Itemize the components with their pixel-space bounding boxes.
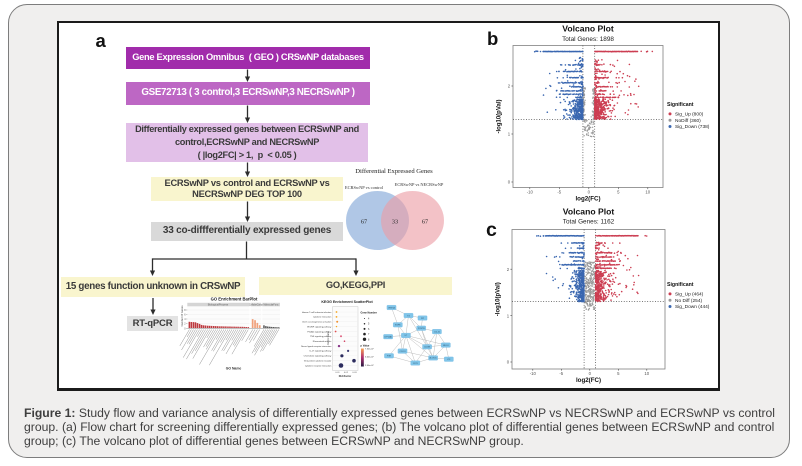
svg-text:Cytokine receptor interaction: Cytokine receptor interaction <box>305 364 332 367</box>
svg-text:CLDN8: CLDN8 <box>424 347 430 349</box>
svg-text:Total Genes: 1898: Total Genes: 1898 <box>562 36 614 43</box>
svg-text:4: 4 <box>184 318 186 321</box>
svg-text:KEGG Name: KEGG Name <box>327 330 330 345</box>
svg-text:Sig_Down (444): Sig_Down (444) <box>675 304 710 310</box>
svg-text:Sig_Up (464): Sig_Up (464) <box>675 292 704 298</box>
svg-text:ECRSwNP vs control: ECRSwNP vs control <box>345 185 384 190</box>
svg-text:0: 0 <box>508 180 511 185</box>
svg-text:2: 2 <box>184 323 186 326</box>
svg-text:ALOX15: ALOX15 <box>430 357 437 360</box>
svg-text:CellularComp: CellularComp <box>249 304 264 307</box>
svg-text:-10: -10 <box>527 190 534 195</box>
svg-text:0: 0 <box>588 190 591 195</box>
svg-text:-5: -5 <box>557 190 561 195</box>
svg-text:Volcano Plot: Volcano Plot <box>563 207 615 217</box>
svg-text:-log10(pVal): -log10(pVal) <box>496 282 502 316</box>
svg-text:0: 0 <box>507 360 510 365</box>
svg-text:GO Enrichment BarPlot: GO Enrichment BarPlot <box>211 297 258 302</box>
svg-text:IL-17 signaling pathway: IL-17 signaling pathway <box>309 350 332 353</box>
svg-text:5: 5 <box>368 323 370 326</box>
svg-text:5: 5 <box>617 371 620 376</box>
svg-text:0.02: 0.02 <box>344 372 349 374</box>
svg-text:2.50e-07: 2.50e-07 <box>365 365 374 367</box>
svg-text:POSTN: POSTN <box>418 328 425 330</box>
svg-text:log2(FC): log2(FC) <box>576 377 601 384</box>
svg-text:0.01: 0.01 <box>335 372 340 374</box>
svg-text:5: 5 <box>617 190 620 195</box>
svg-text:Sig_Down (738): Sig_Down (738) <box>675 124 710 130</box>
svg-text:PI3-Akt signaling pathway: PI3-Akt signaling pathway <box>307 330 332 333</box>
svg-text:CCL26: CCL26 <box>434 331 440 333</box>
svg-text:TNF signaling pathway: TNF signaling pathway <box>310 335 332 338</box>
svg-text:MUC4: MUC4 <box>443 345 448 347</box>
svg-text:CST1: CST1 <box>413 363 418 365</box>
svg-text:8: 8 <box>184 309 186 312</box>
svg-text:p Value: p Value <box>361 345 370 348</box>
svg-text:Wnt/NF signaling pathway: Wnt/NF signaling pathway <box>307 325 332 328</box>
svg-text:Human T-cell leukemia infectio: Human T-cell leukemia infection <box>302 311 332 314</box>
svg-text:BiologicalProcess: BiologicalProcess <box>208 303 229 307</box>
svg-text:Gene Number: Gene Number <box>361 312 377 315</box>
svg-text:Viral protein cytokine recepto: Viral protein cytokine receptor <box>304 359 332 362</box>
svg-text:NoDiff (360): NoDiff (360) <box>675 118 701 124</box>
svg-text:7: 7 <box>368 333 370 336</box>
svg-text:10: 10 <box>644 371 649 376</box>
svg-text:No Diff (254): No Diff (254) <box>675 298 703 304</box>
svg-text:WNT5A: WNT5A <box>388 306 395 309</box>
svg-text:1: 1 <box>507 313 510 318</box>
svg-text:10: 10 <box>645 190 650 195</box>
svg-text:0: 0 <box>589 371 592 376</box>
svg-text:log2(FC): log2(FC) <box>575 196 600 203</box>
svg-text:Rheumatoid arthritis: Rheumatoid arthritis <box>313 340 332 343</box>
svg-text:0: 0 <box>184 327 186 330</box>
svg-text:RichFactor: RichFactor <box>339 375 352 378</box>
svg-text:KEGG Enrichment ScatterPlot: KEGG Enrichment ScatterPlot <box>321 300 373 304</box>
svg-text:6: 6 <box>184 314 186 317</box>
svg-text:Differential Expressed Genes: Differential Expressed Genes <box>355 168 433 175</box>
svg-text:-5: -5 <box>559 371 563 376</box>
svg-text:LTF: LTF <box>447 359 451 361</box>
svg-text:7.50e-07: 7.50e-07 <box>365 349 374 351</box>
svg-text:CCL13: CCL13 <box>400 351 406 353</box>
svg-text:ECRSwNP vs NECRSwNP: ECRSwNP vs NECRSwNP <box>395 182 444 187</box>
svg-text:2: 2 <box>508 84 511 89</box>
svg-text:-10: -10 <box>530 371 537 376</box>
svg-text:Neuro ligand receptor interact: Neuro ligand receptor interaction <box>301 345 332 348</box>
svg-text:GO Name: GO Name <box>226 367 242 371</box>
svg-text:TG: TG <box>407 315 410 317</box>
svg-text:Number Of Genes: Number Of Genes <box>180 305 184 327</box>
svg-text:Volcano Plot: Volcano Plot <box>562 24 614 34</box>
svg-text:UT: UT <box>405 335 408 337</box>
svg-text:PGR: PGR <box>387 356 392 358</box>
svg-text:67: 67 <box>361 219 367 226</box>
svg-text:EGFR: EGFR <box>395 325 401 327</box>
svg-text:33: 33 <box>392 219 398 226</box>
svg-text:5.00e-07: 5.00e-07 <box>365 357 374 359</box>
svg-text:67: 67 <box>422 219 428 226</box>
svg-text:6: 6 <box>368 328 370 331</box>
svg-text:8: 8 <box>368 338 370 341</box>
svg-text:MolecularFunc: MolecularFunc <box>263 304 279 307</box>
svg-text:Chem carcinogenesis activation: Chem carcinogenesis activation <box>302 321 332 324</box>
svg-text:CYP24A1: CYP24A1 <box>384 336 392 339</box>
svg-text:Chemokine signaling pathway: Chemokine signaling pathway <box>304 355 333 358</box>
svg-text:1: 1 <box>508 132 511 137</box>
svg-text:PIP: PIP <box>421 318 425 320</box>
svg-text:4: 4 <box>368 318 370 321</box>
svg-text:Total Genes: 1162: Total Genes: 1162 <box>563 219 615 226</box>
svg-text:-log10(pVal): -log10(pVal) <box>497 99 503 133</box>
svg-text:Cytokine interaction: Cytokine interaction <box>313 316 332 319</box>
svg-text:2: 2 <box>507 267 510 272</box>
svg-text:Significant: Significant <box>667 102 694 108</box>
svg-text:Sig_Up (800): Sig_Up (800) <box>675 112 704 118</box>
svg-text:0.03: 0.03 <box>352 372 357 374</box>
svg-text:Significant: Significant <box>667 282 694 288</box>
